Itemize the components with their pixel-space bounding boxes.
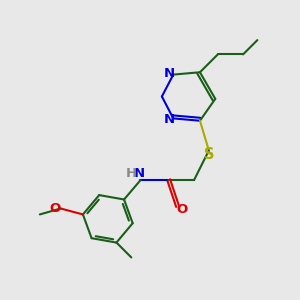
- Text: N: N: [164, 67, 175, 80]
- Text: S: S: [204, 147, 214, 162]
- Text: O: O: [50, 202, 61, 215]
- Text: N: N: [134, 167, 145, 180]
- Text: O: O: [176, 203, 188, 216]
- Text: H: H: [125, 167, 136, 180]
- Text: N: N: [164, 113, 175, 126]
